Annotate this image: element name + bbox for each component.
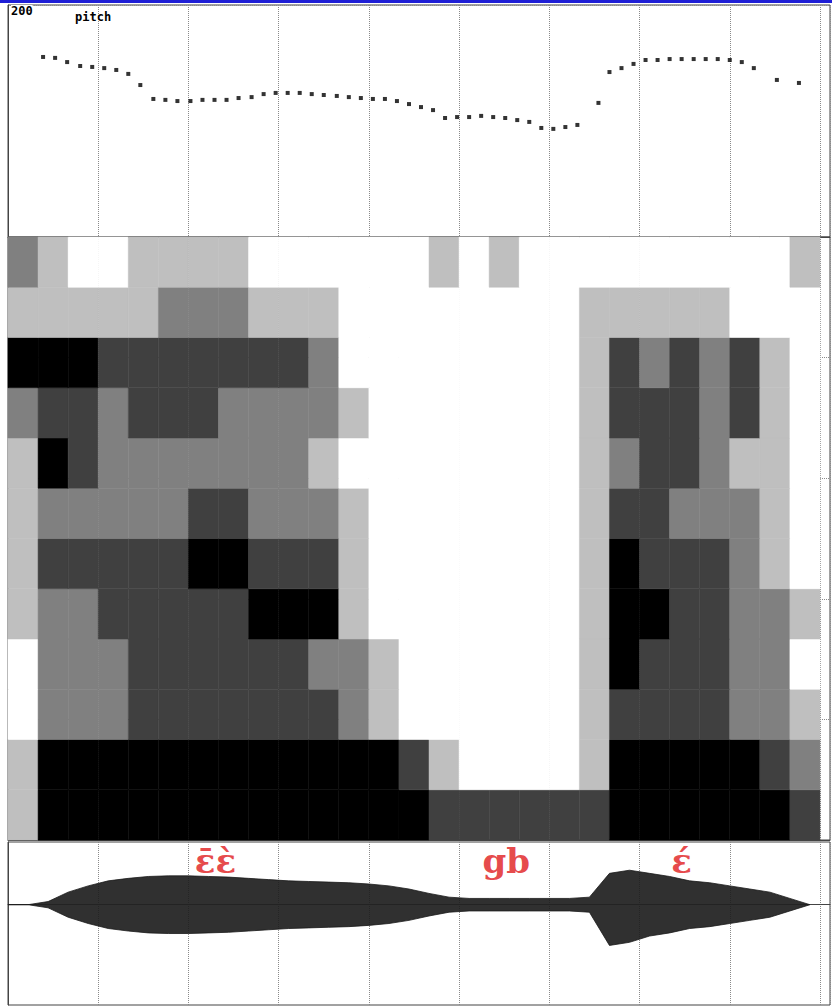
svg-text:ɛ̄ɛ̀: ɛ̄ɛ̀ bbox=[195, 841, 236, 881]
svg-text:ɛ́: ɛ́ bbox=[671, 841, 692, 881]
svg-text:pitch: pitch bbox=[75, 10, 111, 24]
svg-text:200: 200 bbox=[11, 4, 33, 18]
svg-text:gb: gb bbox=[482, 841, 530, 881]
